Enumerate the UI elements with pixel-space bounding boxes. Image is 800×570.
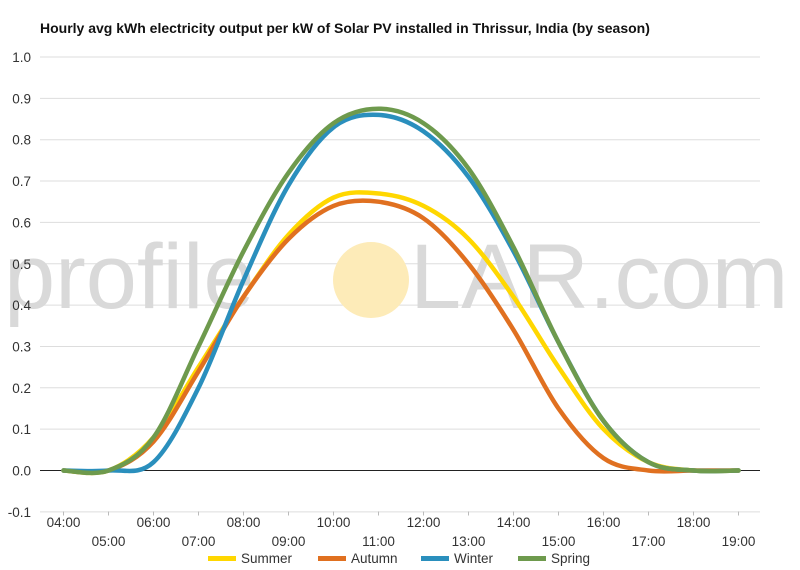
y-tick-label: 0.8 (12, 133, 31, 148)
legend-swatch-spring (518, 556, 546, 561)
x-tick-label: 11:00 (362, 534, 395, 549)
x-tick-label: 05:00 (92, 534, 126, 549)
y-tick-label: 0.2 (12, 381, 31, 396)
x-tick-label: 06:00 (137, 515, 171, 530)
legend-label-autumn: Autumn (351, 551, 398, 566)
x-tick-label: 17:00 (632, 534, 666, 549)
legend-label-summer: Summer (241, 551, 293, 566)
x-axis: 04:00 06:00 08:00 10:00 12:00 14:00 16:00 18:00… (47, 515, 756, 549)
legend-swatch-summer (208, 556, 236, 561)
y-tick-label: 0.0 (12, 464, 31, 479)
y-tick-label: 0.4 (12, 298, 31, 313)
x-tick-label: 04:00 (47, 515, 81, 530)
x-tick-label: 14:00 (497, 515, 531, 530)
x-tick-label: 09:00 (272, 534, 306, 549)
y-tick-label: 0.1 (12, 422, 31, 437)
x-tick-label: 19:00 (722, 534, 756, 549)
series-line-summer (61, 190, 741, 476)
watermark: profile LAR.com (4, 226, 788, 328)
y-axis: 1.0 0.9 0.8 0.7 0.6 0.5 0.4 0.3 0.2 0.1 0.0 -0.1 (8, 50, 32, 520)
legend-label-winter: Winter (454, 551, 494, 566)
x-tick-label: 15:00 (542, 534, 576, 549)
x-tick-label: 08:00 (227, 515, 261, 530)
legend-label-spring: Spring (551, 551, 590, 566)
series-line-autumn (61, 198, 741, 475)
series-line-spring (61, 106, 741, 476)
legend: Summer Autumn Winter Spring (208, 551, 590, 566)
x-tick-label: 07:00 (182, 534, 216, 549)
x-tick-label: 16:00 (587, 515, 621, 530)
y-tick-label: 1.0 (12, 50, 31, 65)
x-tick-label: 10:00 (317, 515, 351, 530)
legend-swatch-winter (421, 556, 449, 561)
legend-swatch-autumn (318, 556, 346, 561)
y-tick-label: 0.3 (12, 339, 31, 354)
watermark-text-left: profile (4, 226, 255, 328)
x-tick-label: 12:00 (407, 515, 441, 530)
x-tick-label: 13:00 (452, 534, 486, 549)
y-tick-label: -0.1 (8, 505, 31, 520)
chart-title: Hourly avg kWh electricity output per kW… (40, 20, 650, 36)
y-tick-label: 0.6 (12, 215, 31, 230)
series-lines (61, 106, 741, 476)
y-tick-label: 0.5 (12, 257, 31, 272)
x-tick-label: 18:00 (677, 515, 711, 530)
y-tick-label: 0.7 (12, 174, 31, 189)
y-tick-label: 0.9 (12, 91, 31, 106)
watermark-text-right: LAR.com (410, 226, 788, 328)
watermark-sun-icon (333, 242, 409, 318)
